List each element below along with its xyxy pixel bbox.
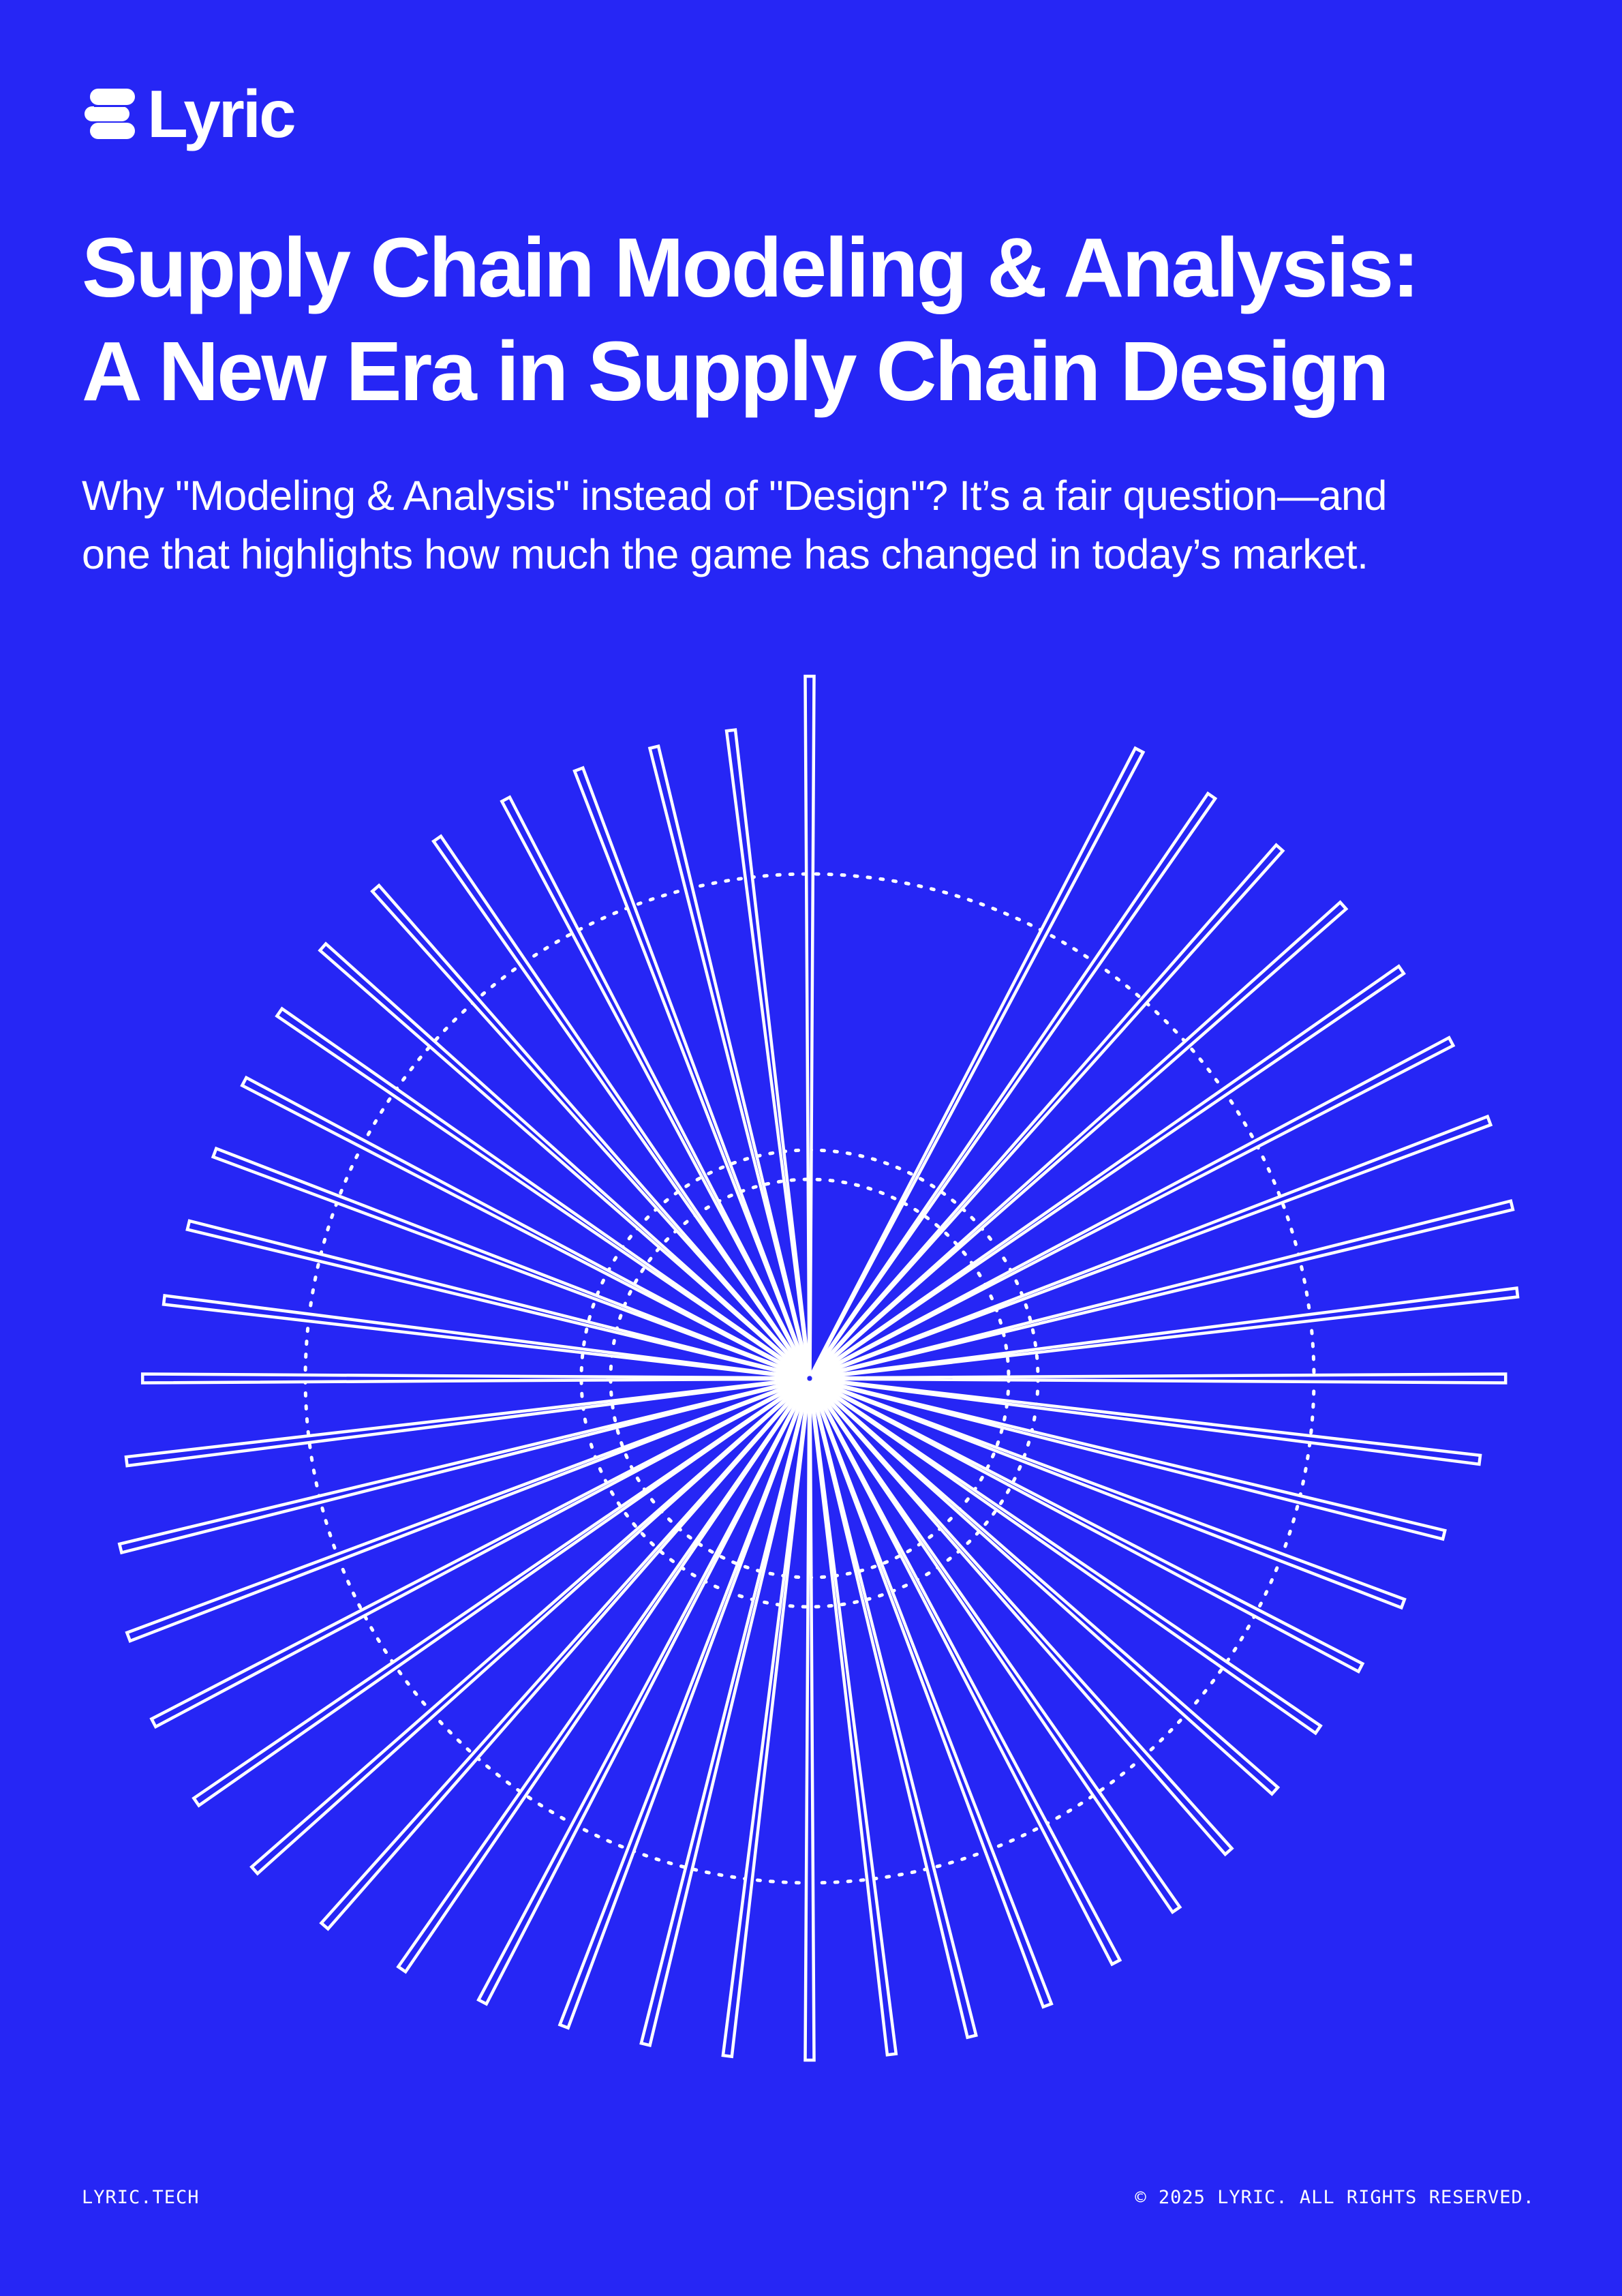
burst-ray xyxy=(117,1377,808,1555)
burst-ray xyxy=(808,1380,978,2040)
page-subtitle: Why "Modeling & Analysis" instead of "De… xyxy=(82,466,1554,584)
page-title-line-1: Supply Chain Modeling & Analysis: xyxy=(82,222,1420,315)
footer-copyright: © 2025 LYRIC. ALL RIGHTS RESERVED. xyxy=(1135,2187,1535,2208)
page-subtitle-line-2: one that highlights how much the game ha… xyxy=(82,531,1368,577)
stacked-pills-icon xyxy=(85,89,135,139)
burst-ray xyxy=(647,744,811,1377)
burst-ray xyxy=(724,728,812,1376)
burst-ray xyxy=(639,1380,811,2048)
page-subtitle-line-1: Why "Modeling & Analysis" instead of "De… xyxy=(82,472,1387,519)
burst-ray xyxy=(804,1380,816,2062)
burst-ray xyxy=(140,1372,808,1385)
brand-name: Lyric xyxy=(147,76,296,151)
burst-ray xyxy=(811,1377,1447,1541)
burst-center-dot xyxy=(808,1376,812,1380)
burst-ray xyxy=(804,674,816,1376)
brand-logo: Lyric xyxy=(82,76,296,151)
footer-website[interactable]: LYRIC.TECH xyxy=(82,2187,200,2208)
page-title-line-2: A New Era in Supply Chain Design xyxy=(82,325,1390,419)
ray-group xyxy=(117,674,1520,2062)
page-title: Supply Chain Modeling & Analysis: A New … xyxy=(82,217,1554,424)
burst-ray xyxy=(185,1219,808,1380)
burst-ray xyxy=(811,1198,1515,1380)
burst-ray xyxy=(809,791,1218,1378)
burst-ray xyxy=(812,1372,1508,1385)
